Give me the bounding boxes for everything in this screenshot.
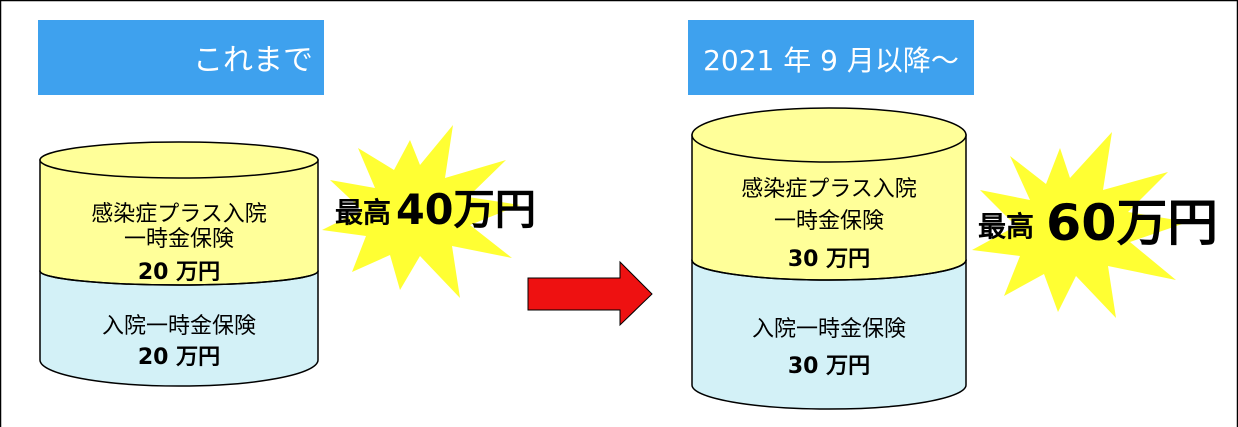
right-arrow-icon: [527, 260, 653, 327]
left-lower-layer: [39, 270, 319, 387]
left-lower-line1: 入院一時金保険: [102, 314, 256, 339]
left-header-text: これまで: [193, 43, 313, 78]
right-upper-line1: 感染症プラス入院: [741, 177, 917, 202]
left-lower-amount: 20 万円: [138, 345, 220, 370]
right-lower-line1: 入院一時金保険: [752, 317, 906, 342]
left-cylinder: 感染症プラス入院 一時金保険 20 万円 入院一時金保険 20 万円: [39, 141, 319, 387]
left-upper-line2: 一時金保険: [124, 227, 234, 252]
left-burst: 最高 40万円: [322, 125, 536, 298]
right-starburst-shape: [972, 132, 1188, 318]
left-layer-divider: [39, 270, 319, 286]
right-layer-divider: [691, 259, 967, 281]
left-cylinder-top: [39, 141, 319, 179]
left-header-box: [38, 20, 324, 95]
right-header-text: 2021 年 9 月以降～: [703, 44, 959, 77]
left-burst-amount: 40万円: [396, 185, 536, 234]
right-burst: 最高 60万円: [972, 132, 1218, 318]
right-lower-amount: 30 万円: [788, 354, 870, 379]
right-upper-line2: 一時金保険: [774, 209, 884, 234]
right-upper-amount: 30 万円: [788, 247, 870, 272]
left-starburst-shape: [322, 125, 520, 298]
right-cylinder: 感染症プラス入院 一時金保険 30 万円 入院一時金保険 30 万円: [691, 107, 967, 410]
left-upper-amount: 20 万円: [138, 260, 220, 285]
right-lower-layer: [691, 259, 967, 410]
right-panel: 2021 年 9 月以降～ 感染症プラス入院 一時金保険 30 万円 入院一時金…: [688, 20, 1218, 410]
left-burst-prefix: 最高: [335, 196, 391, 229]
right-header-box: [688, 20, 974, 95]
right-burst-amount: 60万円: [1046, 194, 1218, 252]
left-panel: これまで 感染症プラス入院 一時金保険 20 万円 入院一時金保険 20 万円 …: [38, 20, 536, 387]
right-cylinder-top: [691, 107, 967, 163]
right-burst-prefix: 最高: [978, 210, 1034, 243]
left-upper-line1: 感染症プラス入院: [91, 202, 267, 227]
